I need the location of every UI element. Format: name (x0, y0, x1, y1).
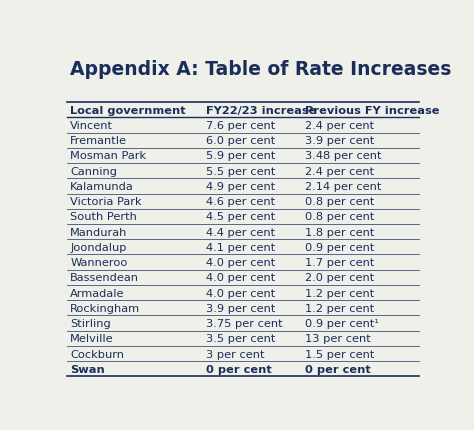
Text: Appendix A: Table of Rate Increases: Appendix A: Table of Rate Increases (70, 60, 452, 79)
Text: 3.9 per cent: 3.9 per cent (206, 303, 275, 313)
Text: 1.7 per cent: 1.7 per cent (305, 258, 375, 267)
Text: FY22/23 increase: FY22/23 increase (206, 105, 317, 116)
Text: 4.4 per cent: 4.4 per cent (206, 227, 275, 237)
Text: 0.9 per cent: 0.9 per cent (305, 243, 375, 252)
Text: Fremantle: Fremantle (70, 136, 128, 146)
Text: 0.8 per cent: 0.8 per cent (305, 212, 375, 222)
Text: Cockburn: Cockburn (70, 349, 124, 359)
Text: Bassendean: Bassendean (70, 273, 139, 283)
Text: 3.48 per cent: 3.48 per cent (305, 151, 382, 161)
Text: Joondalup: Joondalup (70, 243, 127, 252)
Text: 3.75 per cent: 3.75 per cent (206, 318, 283, 328)
Text: 0 per cent: 0 per cent (206, 364, 272, 374)
Text: 6.0 per cent: 6.0 per cent (206, 136, 275, 146)
Text: 0 per cent: 0 per cent (305, 364, 371, 374)
Text: Canning: Canning (70, 166, 117, 176)
Text: Kalamunda: Kalamunda (70, 181, 134, 191)
Text: Vincent: Vincent (70, 121, 113, 131)
Text: 1.2 per cent: 1.2 per cent (305, 288, 374, 298)
Text: Rockingham: Rockingham (70, 303, 140, 313)
Text: 0.9 per cent¹: 0.9 per cent¹ (305, 318, 379, 328)
Text: 4.9 per cent: 4.9 per cent (206, 181, 275, 191)
Text: 2.14 per cent: 2.14 per cent (305, 181, 382, 191)
Text: 4.1 per cent: 4.1 per cent (206, 243, 275, 252)
Text: Mosman Park: Mosman Park (70, 151, 146, 161)
Text: 7.6 per cent: 7.6 per cent (206, 121, 275, 131)
Text: 1.8 per cent: 1.8 per cent (305, 227, 375, 237)
Text: 0.8 per cent: 0.8 per cent (305, 197, 375, 207)
Text: Mandurah: Mandurah (70, 227, 128, 237)
Text: 4.5 per cent: 4.5 per cent (206, 212, 275, 222)
Text: 3.5 per cent: 3.5 per cent (206, 334, 275, 344)
Text: 4.6 per cent: 4.6 per cent (206, 197, 275, 207)
Text: 5.5 per cent: 5.5 per cent (206, 166, 275, 176)
Text: 3.9 per cent: 3.9 per cent (305, 136, 375, 146)
Text: Swan: Swan (70, 364, 105, 374)
Text: Local government: Local government (70, 105, 186, 116)
Text: 4.0 per cent: 4.0 per cent (206, 258, 275, 267)
Text: 2.4 per cent: 2.4 per cent (305, 166, 374, 176)
Text: 5.9 per cent: 5.9 per cent (206, 151, 275, 161)
Text: 2.4 per cent: 2.4 per cent (305, 121, 374, 131)
Text: Previous FY increase: Previous FY increase (305, 105, 440, 116)
Text: 1.5 per cent: 1.5 per cent (305, 349, 375, 359)
Text: South Perth: South Perth (70, 212, 137, 222)
Text: 1.2 per cent: 1.2 per cent (305, 303, 374, 313)
Text: 4.0 per cent: 4.0 per cent (206, 288, 275, 298)
Text: 4.0 per cent: 4.0 per cent (206, 273, 275, 283)
Text: Armadale: Armadale (70, 288, 125, 298)
Text: Wanneroo: Wanneroo (70, 258, 128, 267)
Text: Stirling: Stirling (70, 318, 111, 328)
Text: Melville: Melville (70, 334, 114, 344)
Text: 13 per cent: 13 per cent (305, 334, 371, 344)
Text: 3 per cent: 3 per cent (206, 349, 264, 359)
Text: 2.0 per cent: 2.0 per cent (305, 273, 374, 283)
Text: Victoria Park: Victoria Park (70, 197, 142, 207)
